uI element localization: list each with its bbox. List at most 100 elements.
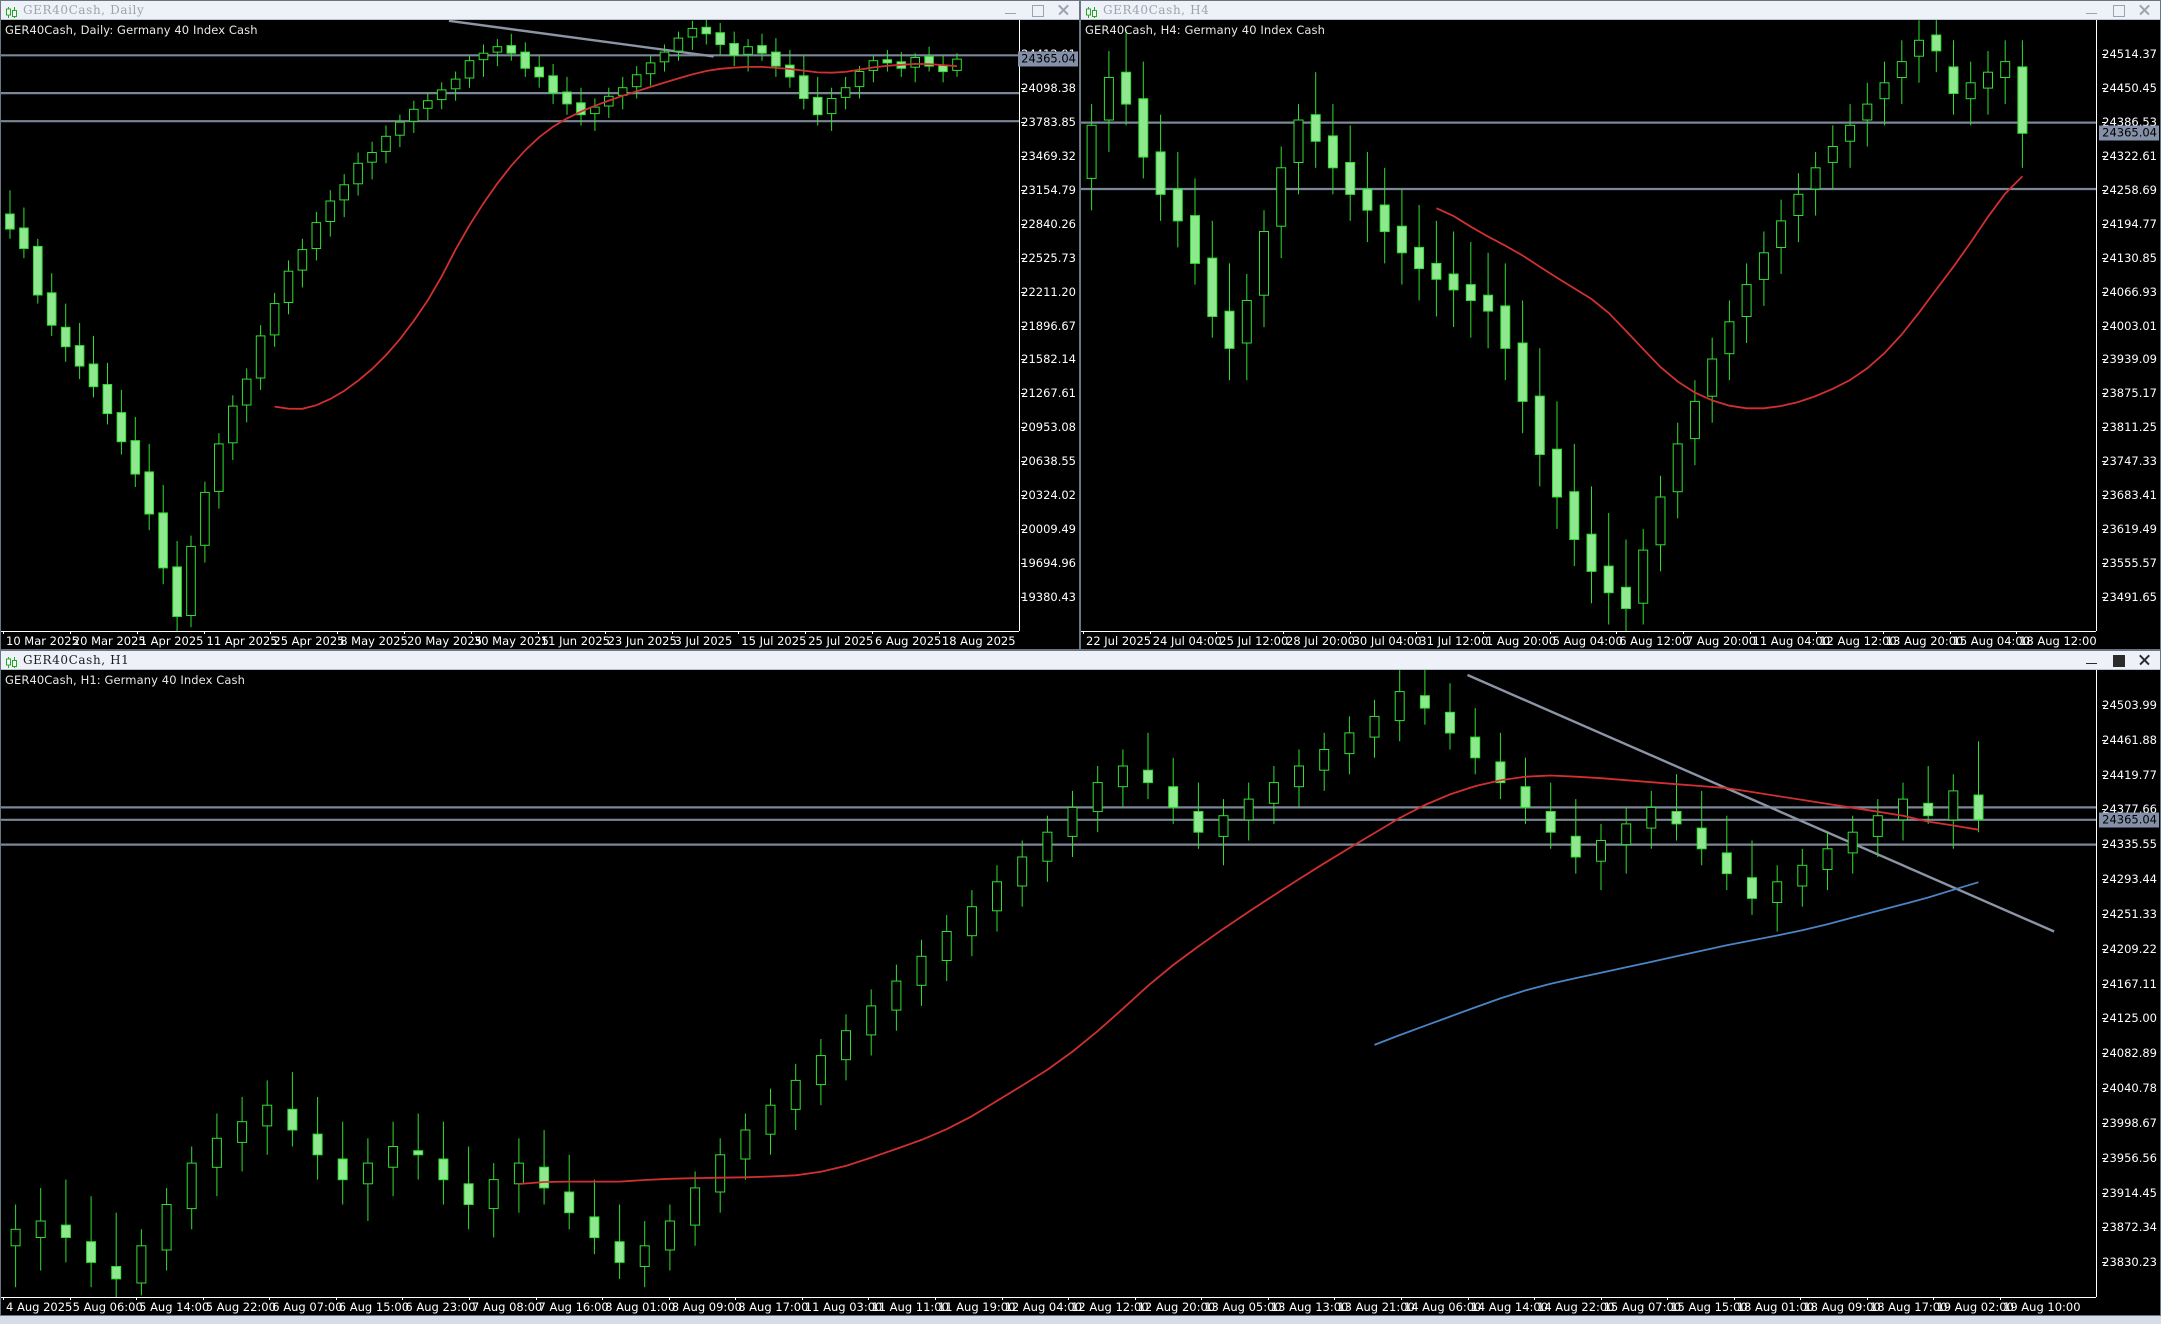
time-tick: 12 Aug 12:00: [1816, 631, 1897, 648]
time-tick: 12 Aug 12:00: [1068, 1297, 1149, 1314]
chart-window-h4[interactable]: GER40Cash, H4 GER40Cash, H4: Germany 40 …: [1080, 0, 2161, 650]
window-title-h1: GER40Cash, H1: [23, 653, 130, 667]
price-tick: 20324.02: [1021, 488, 1076, 503]
window-title-h4: GER40Cash, H4: [1103, 3, 1210, 17]
time-tick: 13 Aug 05:00: [1201, 1297, 1282, 1314]
close-button[interactable]: [1056, 3, 1070, 17]
price-tick: 24461.88: [2102, 732, 2157, 747]
plot-area-h1[interactable]: [1, 670, 2096, 1297]
price-tick: 23469.32: [1021, 148, 1076, 163]
price-tick: 19694.96: [1021, 556, 1076, 571]
time-tick: 11 Aug 04:00: [1749, 631, 1830, 648]
price-tick: 23555.57: [2102, 556, 2157, 571]
maximize-button[interactable]: [1030, 3, 1044, 17]
window-title-daily: GER40Cash, Daily: [23, 3, 145, 17]
time-tick: 7 Aug 16:00: [535, 1297, 609, 1314]
workspace-bottom-strip: [0, 1316, 2161, 1324]
time-tick: 24 Jul 04:00: [1149, 631, 1222, 648]
price-tick: 24503.99: [2102, 697, 2157, 712]
window-controls-daily: [1004, 3, 1077, 17]
price-tick: 23875.17: [2102, 386, 2157, 401]
time-tick: 25 Jul 2025: [805, 631, 873, 648]
time-tick: 11 Jun 2025: [537, 631, 610, 648]
titlebar-h4[interactable]: GER40Cash, H4: [1081, 1, 2160, 20]
time-tick: 8 Aug 01:00: [602, 1297, 675, 1314]
time-tick: 11 Aug 19:00: [934, 1297, 1015, 1314]
maximize-button[interactable]: [2111, 3, 2125, 17]
price-tick: 24194.77: [2102, 216, 2157, 231]
minimize-button[interactable]: [1004, 3, 1018, 17]
titlebar-h1[interactable]: GER40Cash, H1: [1, 651, 2160, 670]
time-tick: 15 Jul 2025: [738, 631, 806, 648]
time-tick: 18 Aug 2025: [938, 631, 1016, 648]
price-tick: 22211.20: [1021, 284, 1076, 299]
price-tick: 23619.49: [2102, 522, 2157, 537]
chart-body-h4[interactable]: GER40Cash, H4: Germany 40 Index Cash 245…: [1081, 20, 2160, 649]
time-scale-h1[interactable]: 4 Aug 2025 5 Aug 06:00 5 Aug 14:00 5 Aug 22…: [1, 1297, 2096, 1315]
chart-body-h1[interactable]: GER40Cash, H1: Germany 40 Index Cash 245…: [1, 670, 2160, 1315]
time-tick: 13 Aug 21:00: [1334, 1297, 1415, 1314]
time-tick: 28 Jul 20:00: [1283, 631, 1355, 648]
chart-window-daily[interactable]: GER40Cash, Daily GER40Cash, Daily: Germa…: [0, 0, 1080, 650]
price-scale-h1[interactable]: 24503.99 24461.88 24419.77 24377.66 24335.55…: [2096, 670, 2160, 1297]
close-button[interactable]: [2137, 3, 2151, 17]
price-scale-h4[interactable]: 24514.37 24450.45 24386.53 24322.61 24258.69…: [2096, 20, 2160, 631]
time-tick: 4 Aug 2025: [3, 1297, 72, 1314]
price-tick: 23491.65: [2102, 590, 2157, 605]
window-controls-h1: [2085, 653, 2158, 667]
price-tick: 24293.44: [2102, 872, 2157, 886]
price-tick: 23811.25: [2102, 420, 2157, 435]
price-tick: 21896.67: [1021, 318, 1076, 333]
candlestick-icon: [5, 654, 18, 668]
plot-area-daily[interactable]: [1, 20, 1019, 631]
time-tick: 6 Aug 07:00: [269, 1297, 343, 1314]
time-tick: 5 Aug 14:00: [136, 1297, 209, 1314]
price-tick: 20638.55: [1021, 454, 1076, 469]
current-price-label: 24365.04: [2099, 812, 2159, 828]
titlebar-daily[interactable]: GER40Cash, Daily: [1, 1, 1079, 20]
time-tick: 10 Mar 2025: [3, 631, 79, 648]
close-button[interactable]: [2137, 653, 2151, 667]
time-scale-h4[interactable]: 22 Jul 2025 24 Jul 04:00 25 Jul 12:00 28 Ju…: [1081, 631, 2097, 649]
time-tick: 30 May 2025: [470, 631, 549, 648]
price-scale-daily[interactable]: 24412.9124098.3823783.8523469.3223154.79…: [1018, 20, 1079, 631]
time-tick: 31 Jul 12:00: [1416, 631, 1488, 648]
time-tick: 15 Aug 15:00: [1667, 1297, 1748, 1314]
time-tick: 11 Aug 11:00: [868, 1297, 949, 1314]
time-tick: 6 Aug 12:00: [1616, 631, 1689, 648]
time-tick: 8 May 2025: [337, 631, 408, 648]
price-tick: 24003.01: [2102, 318, 2157, 333]
time-tick: 13 Aug 13:00: [1267, 1297, 1348, 1314]
chart-body-daily[interactable]: GER40Cash, Daily: Germany 40 Index Cash …: [1, 20, 1079, 649]
time-tick: 15 Aug 04:00: [1949, 631, 2030, 648]
time-tick: 12 Aug 20:00: [1134, 1297, 1215, 1314]
minimize-button[interactable]: [2085, 3, 2099, 17]
time-tick: 1 Apr 2025: [136, 631, 203, 648]
time-tick: 18 Aug 01:00: [1733, 1297, 1814, 1314]
maximize-button[interactable]: [2111, 653, 2125, 667]
price-tick: 24322.61: [2102, 148, 2157, 163]
price-tick: 23683.41: [2102, 488, 2157, 503]
price-tick: 24251.33: [2102, 906, 2157, 921]
time-tick: 20 May 2025: [404, 631, 482, 648]
time-tick: 23 Jun 2025: [604, 631, 677, 648]
current-price-label: 24365.04: [2099, 125, 2159, 141]
time-tick: 3 Jul 2025: [671, 631, 732, 648]
time-scale-daily[interactable]: 10 Mar 2025 20 Mar 2025 1 Apr 2025 11 Apr 2…: [1, 631, 1019, 649]
price-tick: 23872.34: [2102, 1220, 2157, 1235]
time-tick: 5 Aug 06:00: [69, 1297, 143, 1314]
plot-area-h4[interactable]: [1081, 20, 2096, 631]
price-tick: 24209.22: [2102, 941, 2157, 956]
time-tick: 8 Aug 09:00: [668, 1297, 742, 1314]
minimize-button[interactable]: [2085, 653, 2099, 667]
price-tick: 24258.69: [2102, 182, 2157, 197]
price-tick: 23783.85: [1021, 114, 1076, 129]
time-tick: 18 Aug 09:00: [1800, 1297, 1881, 1314]
time-tick: 6 Aug 23:00: [402, 1297, 476, 1314]
time-tick: 13 Aug 20:00: [1882, 631, 1963, 648]
price-tick: 24419.77: [2102, 767, 2157, 782]
price-tick: 24066.93: [2102, 284, 2157, 299]
price-tick: 24514.37: [2102, 46, 2157, 61]
chart-window-h1[interactable]: GER40Cash, H1 GER40Cash, H1: Germany 40 …: [0, 650, 2161, 1316]
